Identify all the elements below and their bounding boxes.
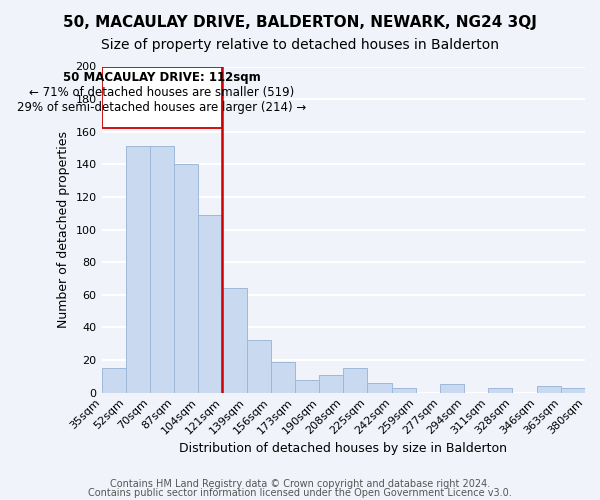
Text: 29% of semi-detached houses are larger (214) →: 29% of semi-detached houses are larger (… (17, 100, 307, 114)
FancyBboxPatch shape (101, 66, 223, 128)
Bar (367, 383, 392, 392)
Bar (101, 368, 125, 392)
Bar (223, 288, 247, 393)
Text: ← 71% of detached houses are smaller (519): ← 71% of detached houses are smaller (51… (29, 86, 295, 99)
X-axis label: Distribution of detached houses by size in Balderton: Distribution of detached houses by size … (179, 442, 507, 455)
Text: Size of property relative to detached houses in Balderton: Size of property relative to detached ho… (101, 38, 499, 52)
Text: Contains HM Land Registry data © Crown copyright and database right 2024.: Contains HM Land Registry data © Crown c… (110, 479, 490, 489)
Bar (561, 388, 585, 392)
Bar (392, 388, 416, 392)
Bar (295, 380, 319, 392)
Bar (174, 164, 198, 392)
Bar (271, 362, 295, 392)
Bar (440, 384, 464, 392)
Bar (125, 146, 150, 392)
Bar (536, 386, 561, 392)
Bar (247, 340, 271, 392)
Text: Contains public sector information licensed under the Open Government Licence v3: Contains public sector information licen… (88, 488, 512, 498)
Bar (150, 146, 174, 392)
Text: 50 MACAULAY DRIVE: 112sqm: 50 MACAULAY DRIVE: 112sqm (63, 72, 261, 85)
Bar (488, 388, 512, 392)
Text: 50, MACAULAY DRIVE, BALDERTON, NEWARK, NG24 3QJ: 50, MACAULAY DRIVE, BALDERTON, NEWARK, N… (63, 15, 537, 30)
Bar (319, 374, 343, 392)
Bar (198, 215, 223, 392)
Y-axis label: Number of detached properties: Number of detached properties (57, 131, 70, 328)
Bar (343, 368, 367, 392)
